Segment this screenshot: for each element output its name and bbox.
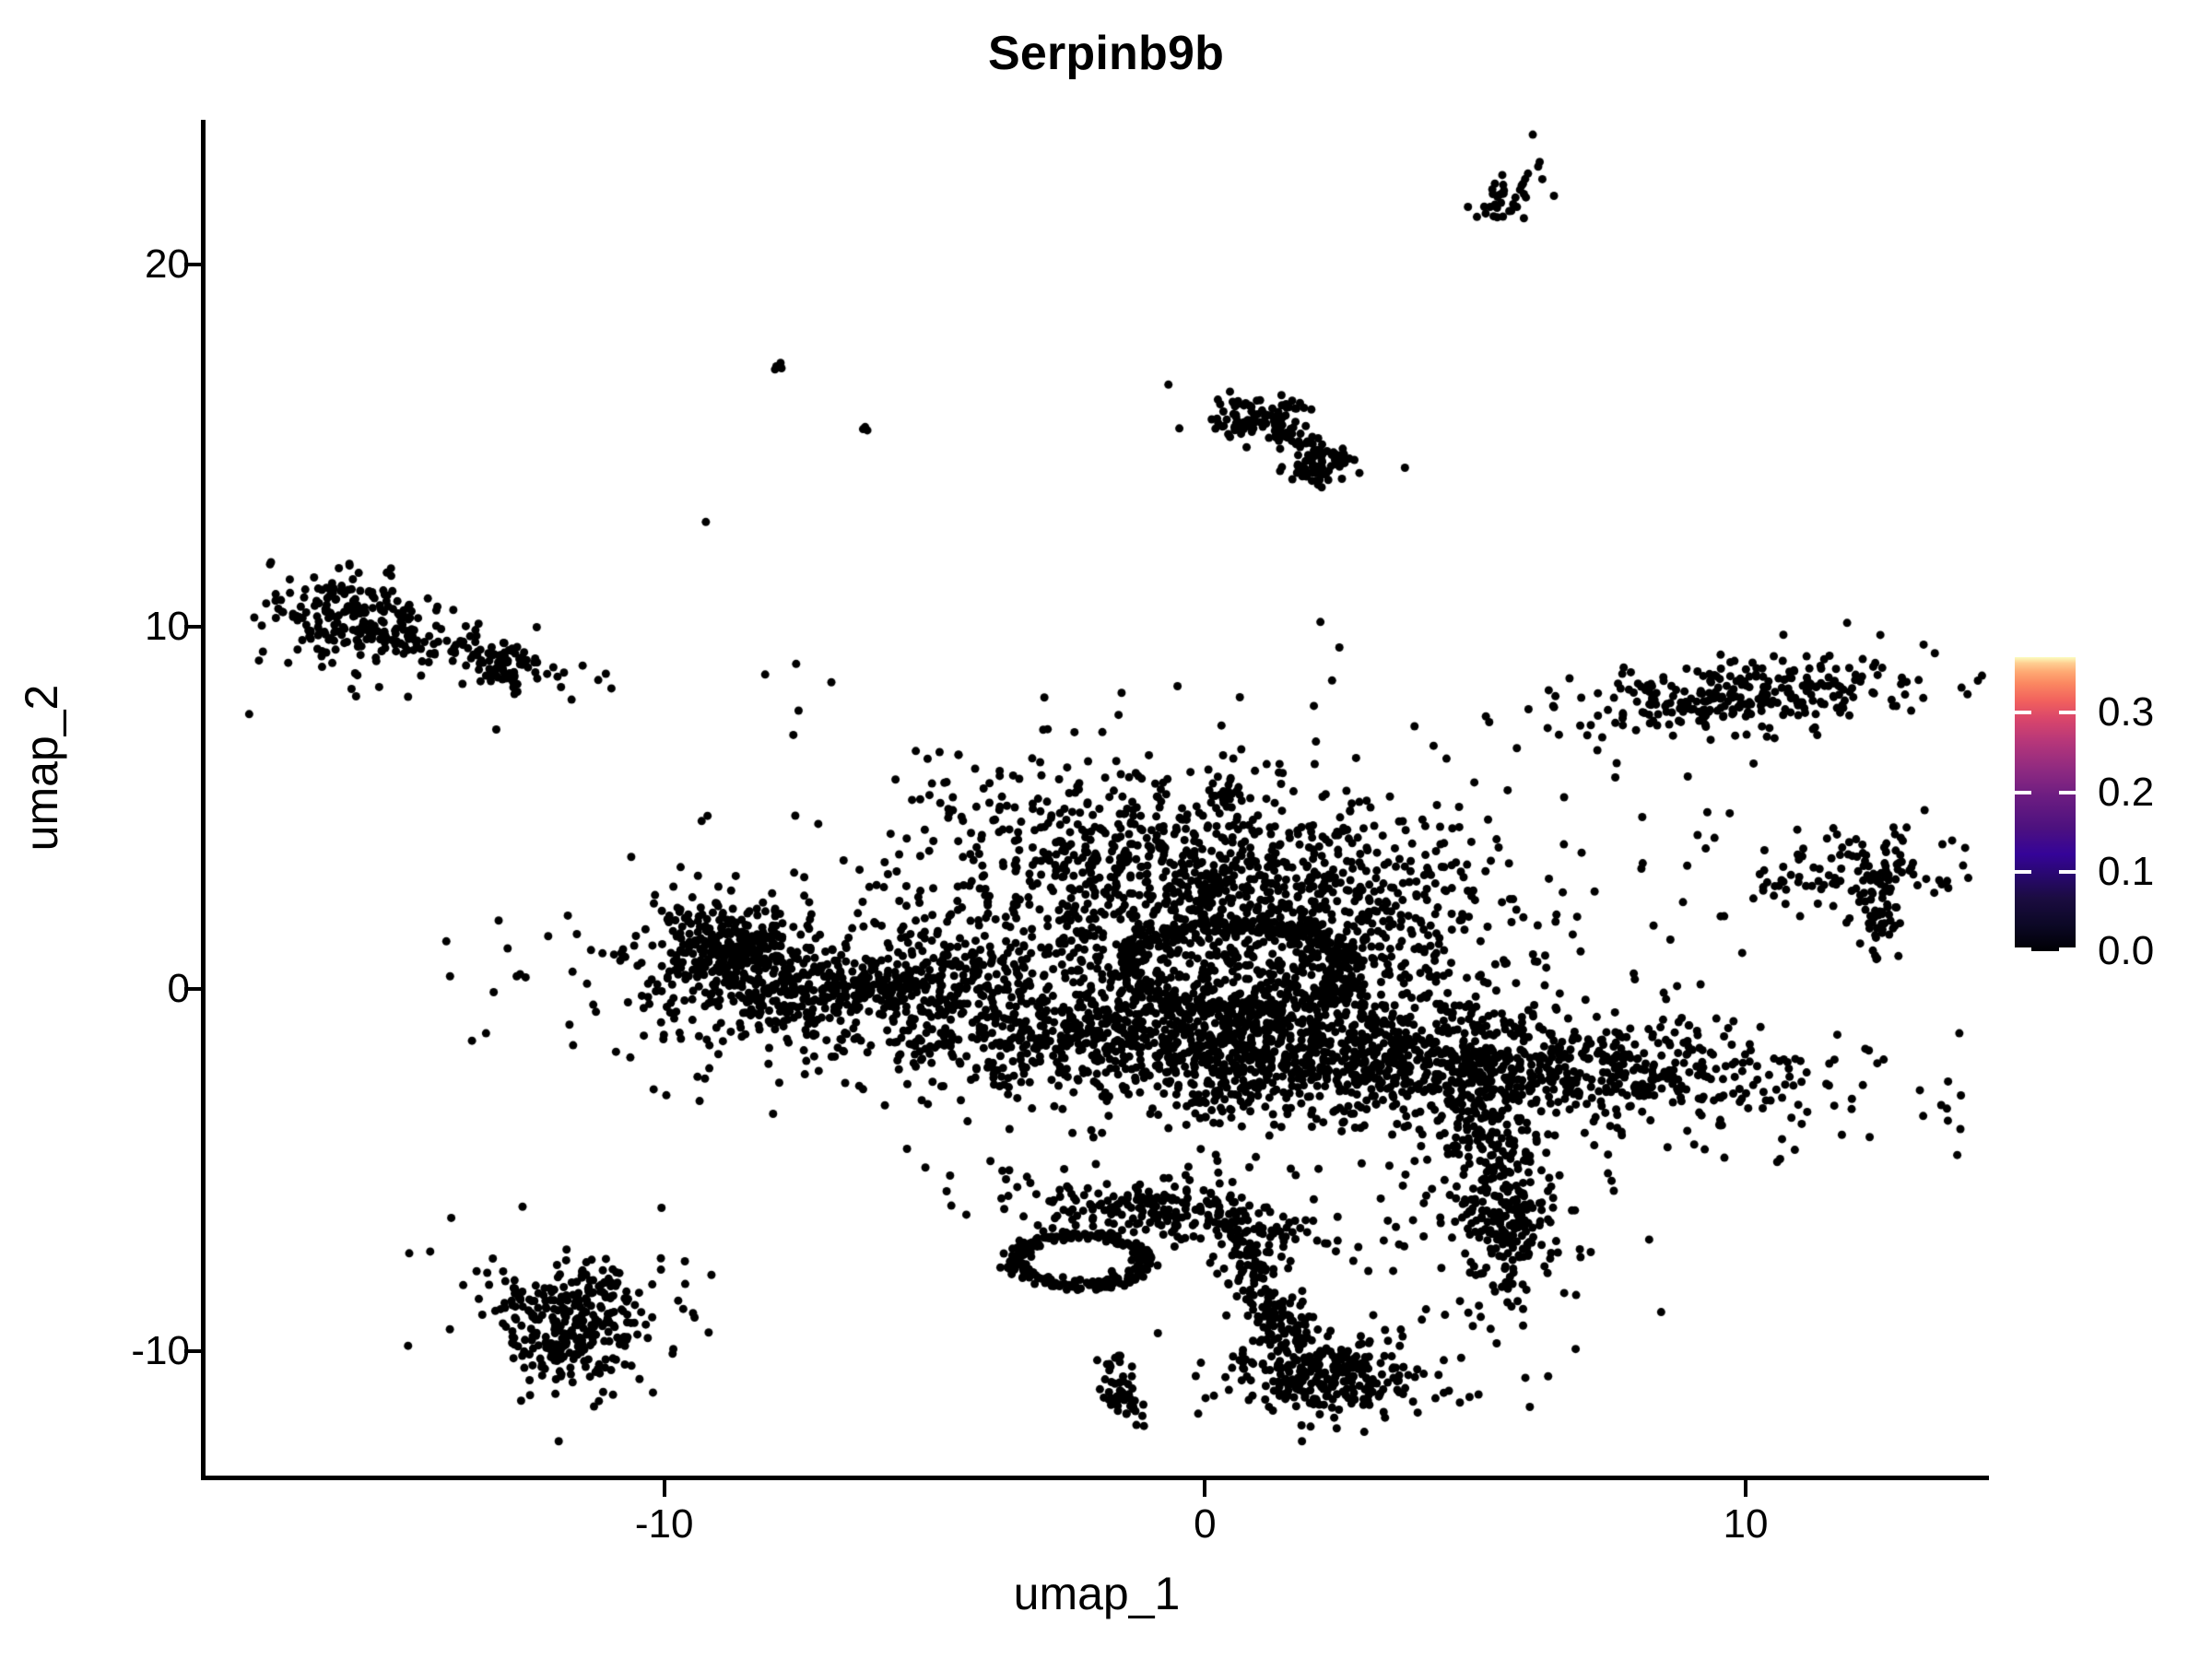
x-tick-mark [662, 1480, 666, 1497]
page-title: Serpinb9b [987, 27, 1225, 80]
scatter-plot-canvas [205, 120, 1989, 1477]
colorbar-tick-mark [2059, 947, 2076, 951]
y-tick-mark [184, 986, 201, 991]
y-tick-label: 0 [167, 965, 190, 1011]
y-axis-line [201, 120, 206, 1479]
x-axis-line [201, 1476, 1989, 1480]
colorbar-tick-mark [2059, 711, 2076, 715]
colorbar-tick-label: 0.0 [2098, 928, 2155, 973]
colorbar-gradient [2015, 657, 2076, 951]
colorbar-tick-mark [2015, 947, 2031, 951]
colorbar-tick-mark [2059, 869, 2076, 874]
y-tick-mark [184, 1348, 201, 1353]
x-tick-mark [1203, 1480, 1207, 1497]
colorbar-legend: 0.0 0.1 0.2 0.3 [2015, 657, 2199, 971]
y-tick-label: -10 [131, 1327, 190, 1373]
colorbar-tick-label: 0.3 [2098, 689, 2155, 735]
y-axis-title: umap_2 [16, 684, 67, 852]
colorbar-tick-label: 0.1 [2098, 848, 2155, 894]
y-tick-label: 20 [145, 241, 190, 288]
colorbar-tick-mark [2059, 790, 2076, 794]
colorbar-tick-mark [2015, 790, 2031, 794]
x-tick-label: 0 [1194, 1501, 1217, 1547]
y-tick-mark [184, 263, 201, 267]
plot-panel [205, 120, 1989, 1477]
y-tick-label: 10 [145, 603, 190, 649]
x-tick-label: 10 [1723, 1501, 1769, 1547]
x-axis-title: umap_1 [1013, 1568, 1181, 1619]
x-tick-mark [1744, 1480, 1747, 1497]
colorbar-tick-label: 0.2 [2098, 769, 2155, 815]
colorbar-tick-mark [2015, 711, 2031, 715]
y-tick-mark [184, 624, 201, 629]
colorbar-tick-mark [2015, 869, 2031, 874]
x-tick-label: -10 [634, 1501, 694, 1547]
